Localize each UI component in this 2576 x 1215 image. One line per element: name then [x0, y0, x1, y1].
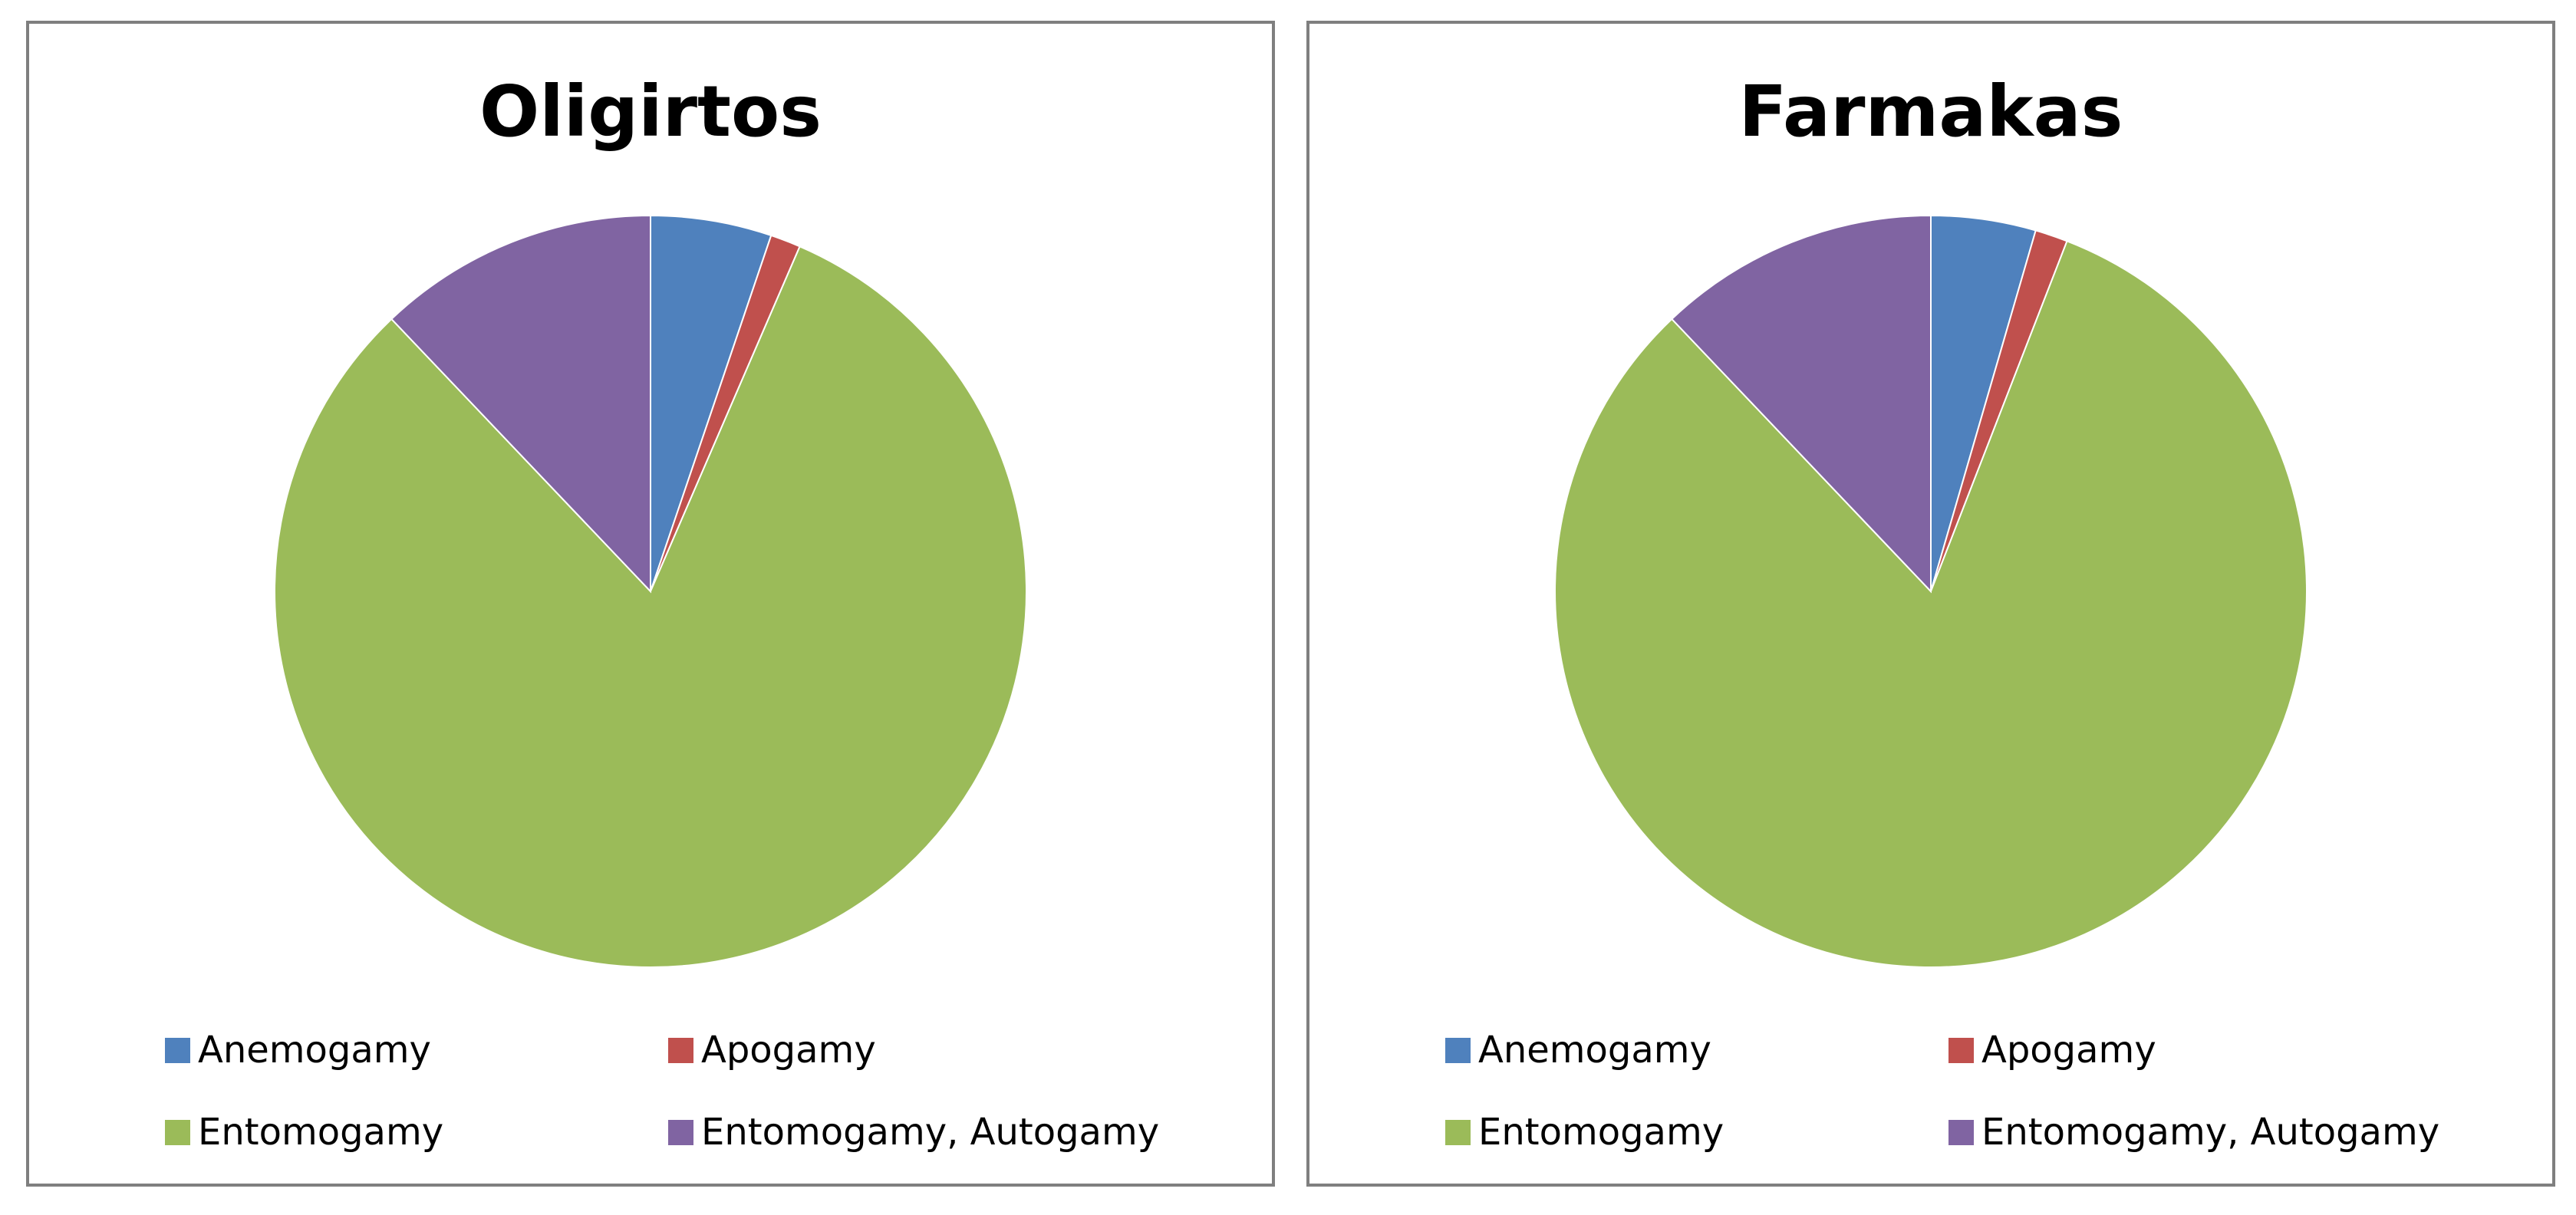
chart-title: Farmakas [1738, 71, 2123, 153]
legend-swatch [165, 1119, 190, 1145]
legend-swatch [165, 1037, 190, 1063]
pie-chart [1554, 214, 2308, 968]
legend-item-anemogamy: Anemogamy [1445, 1027, 1711, 1073]
legend-item-entomogamy: Entomogamy [165, 1109, 443, 1155]
pie-chart [274, 214, 1027, 968]
pie-slice-entomogamy-autogamy [390, 214, 651, 594]
legend-label: Apogamy [1981, 1029, 2156, 1072]
legend-item-entomogamy-autogamy: Entomogamy, Autogamy [1948, 1109, 2439, 1155]
legend-item-apogamy: Apogamy [668, 1027, 876, 1073]
chart-panel-farmakas: Farmakas Anemogamy Apogamy Entomogamy En… [1306, 21, 2555, 1187]
legend-swatch [1948, 1119, 1974, 1145]
legend-swatch [1445, 1119, 1471, 1145]
legend-item-anemogamy: Anemogamy [165, 1027, 431, 1073]
legend-swatch [668, 1037, 693, 1063]
legend-item-entomogamy-autogamy: Entomogamy, Autogamy [668, 1109, 1159, 1155]
legend-label: Anemogamy [198, 1029, 431, 1072]
legend-label: Apogamy [701, 1029, 876, 1072]
legend-item-apogamy: Apogamy [1948, 1027, 2156, 1073]
legend-item-entomogamy: Entomogamy [1445, 1109, 1724, 1155]
legend-label: Entomogamy, Autogamy [1981, 1111, 2440, 1154]
pie-slice-entomogamy [1554, 239, 2308, 968]
pie-slice-entomogamy-autogamy [1670, 214, 1932, 594]
legend-swatch [1445, 1037, 1471, 1063]
legend-swatch [668, 1119, 693, 1145]
legend-label: Entomogamy [1478, 1111, 1724, 1154]
pie-slice-entomogamy [274, 245, 1027, 968]
chart-panel-oligirtos: Oligirtos Anemogamy Apogamy Entomogamy E… [26, 21, 1275, 1187]
legend-label: Entomogamy [198, 1111, 444, 1154]
legend-label: Anemogamy [1478, 1029, 1711, 1072]
pie-slice-anemogamy [650, 214, 772, 592]
legend-label: Entomogamy, Autogamy [701, 1111, 1160, 1154]
chart-title: Oligirtos [479, 71, 822, 153]
legend-swatch [1948, 1037, 1974, 1063]
